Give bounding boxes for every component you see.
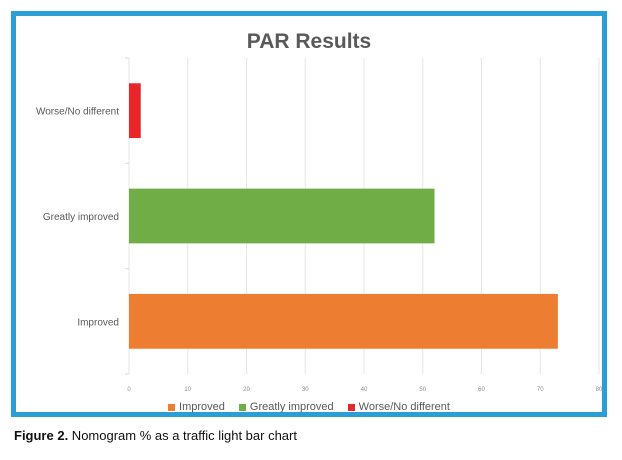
legend-swatch-improved [168, 403, 176, 411]
legend-swatch-greatly-improved [238, 403, 246, 411]
x-tick-label-80: 80 [596, 387, 602, 393]
legend-item-greatly-improved: Greatly improved [238, 401, 334, 413]
chart-frame: PAR Results 0 10 20 30 40 50 60 70 80 Improved Gre… [11, 11, 607, 417]
figure-caption: Figure 2. Nomogram % as a traffic light … [14, 428, 297, 443]
x-tick-label-70: 70 [537, 387, 544, 393]
y-category-label-improved: Improved [77, 317, 119, 328]
legend-item-worse: Worse/No different [347, 401, 450, 413]
bar-worse-no-different [129, 83, 141, 139]
chart-legend: Improved Greatly improved Worse/No diffe… [16, 401, 602, 413]
x-tick-label-30: 30 [302, 387, 309, 393]
bar-improved [129, 293, 558, 349]
x-tick-label-20: 20 [243, 387, 250, 393]
x-tick-label-60: 60 [478, 387, 485, 393]
legend-label-greatly-improved: Greatly improved [249, 401, 334, 413]
legend-label-improved: Improved [179, 401, 225, 413]
caption-text: Nomogram % as a traffic light bar chart [68, 428, 297, 443]
bar-chart: 0 10 20 30 40 50 60 70 80 Improved Greatly improve… [36, 57, 602, 393]
legend-swatch-worse [347, 403, 355, 411]
legend-item-improved: Improved [168, 401, 225, 413]
y-category-label-greatly-improved: Greatly improved [43, 212, 119, 223]
y-category-label-worse-no-different: Worse/No different [36, 107, 119, 118]
x-tick-label-40: 40 [361, 387, 368, 393]
chart-title: PAR Results [246, 30, 372, 53]
caption-label: Figure 2. [14, 428, 69, 443]
x-tick-label-50: 50 [419, 387, 426, 393]
legend-label-worse: Worse/No different [358, 401, 450, 413]
x-tick-label-10: 10 [184, 387, 191, 393]
bar-greatly-improved [129, 188, 435, 244]
x-tick-label-0: 0 [127, 387, 131, 393]
